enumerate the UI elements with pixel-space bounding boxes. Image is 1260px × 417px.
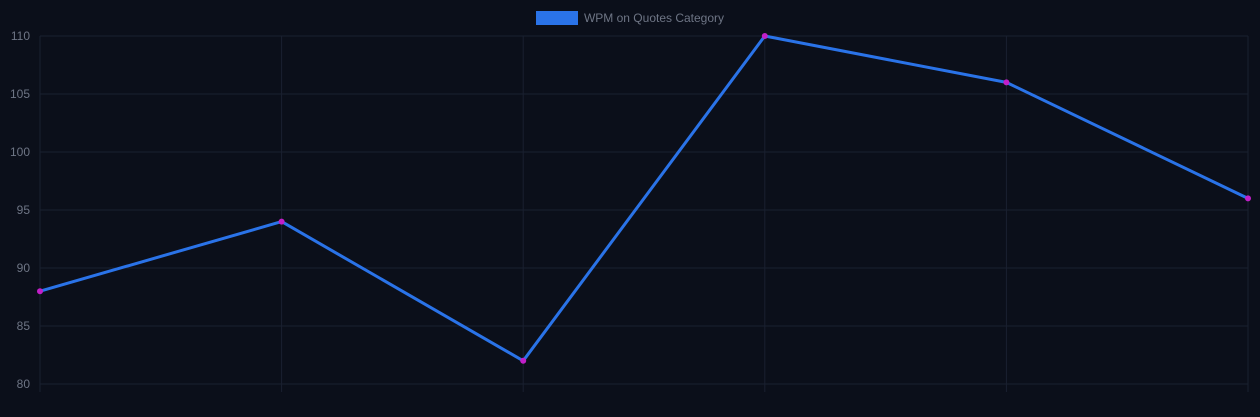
- series-layer: [37, 33, 1251, 364]
- data-point[interactable]: [520, 357, 527, 364]
- y-axis-ticks: 80 85 90 95 100 105 110: [10, 29, 30, 391]
- grid-layer: [39, 35, 1249, 392]
- y-tick-label: 85: [17, 319, 31, 333]
- y-tick-label: 80: [17, 377, 31, 391]
- series-line: [39, 34, 1249, 363]
- y-tick-label: 100: [10, 145, 30, 159]
- data-point[interactable]: [1003, 79, 1010, 86]
- legend-swatch[interactable]: [535, 11, 578, 25]
- y-tick-label: 95: [17, 203, 31, 217]
- data-point[interactable]: [761, 33, 768, 39]
- data-point[interactable]: [278, 218, 285, 225]
- y-tick-label: 110: [11, 29, 30, 43]
- data-point[interactable]: [37, 288, 43, 295]
- y-tick-label: 105: [10, 87, 30, 101]
- y-tick-label: 90: [17, 261, 31, 275]
- data-point[interactable]: [1245, 195, 1251, 202]
- legend[interactable]: WPM on Quotes Category: [0, 11, 1260, 25]
- legend-label[interactable]: WPM on Quotes Category: [583, 11, 725, 25]
